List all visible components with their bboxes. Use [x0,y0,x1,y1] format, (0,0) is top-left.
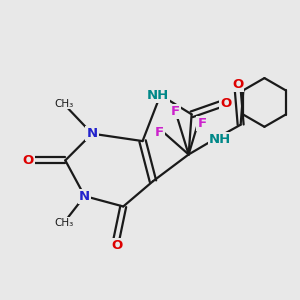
Text: NH: NH [209,133,231,146]
Text: N: N [86,127,98,140]
Text: F: F [154,126,164,139]
Text: F: F [171,105,180,118]
Text: O: O [112,238,123,252]
Text: O: O [232,78,243,91]
Text: N: N [79,190,90,202]
Text: CH₃: CH₃ [54,99,74,109]
Text: CH₃: CH₃ [54,218,74,228]
Text: F: F [197,117,207,130]
Text: O: O [220,98,231,110]
Text: O: O [22,154,34,167]
Text: NH: NH [146,88,169,101]
